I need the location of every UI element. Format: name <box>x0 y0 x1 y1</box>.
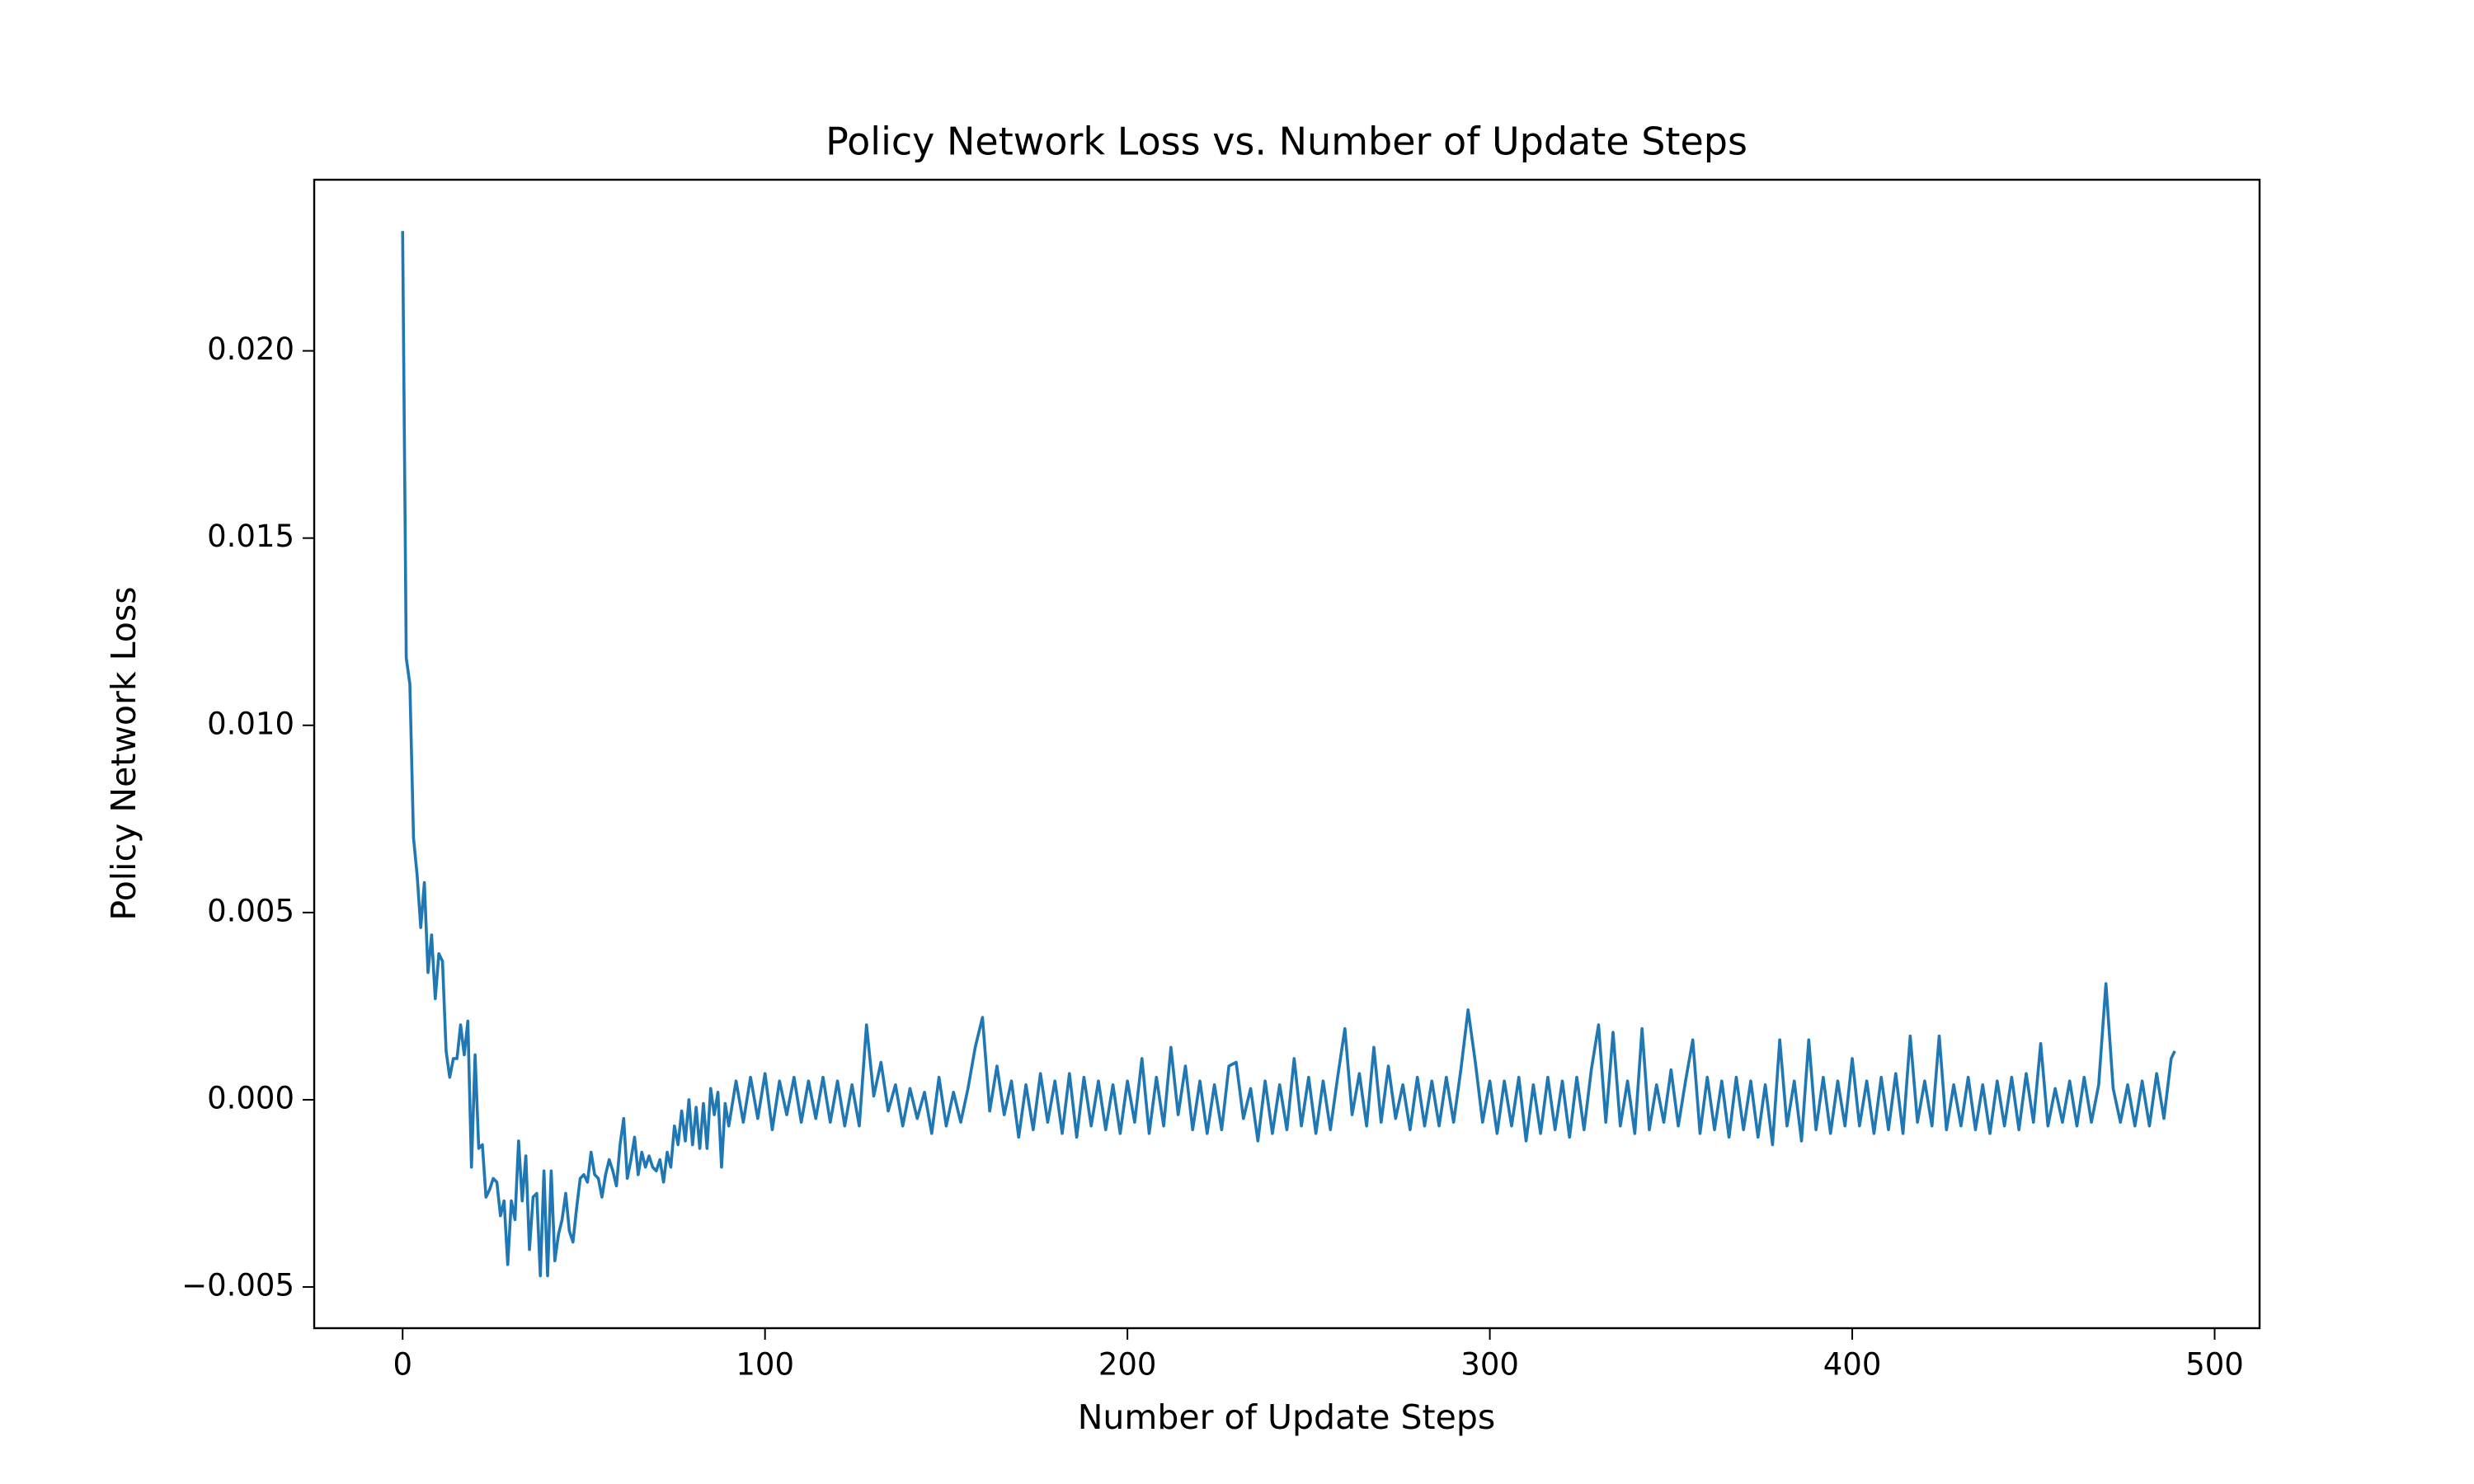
y-tick-label: 0.015 <box>207 519 294 554</box>
x-tick-label: 400 <box>1823 1347 1882 1383</box>
y-tick-label: 0.005 <box>207 893 294 928</box>
data-line <box>401 231 2176 1278</box>
y-tick-label: 0.010 <box>207 706 294 741</box>
y-tick-label: 0.000 <box>207 1080 294 1115</box>
y-tick-label: 0.020 <box>207 331 294 367</box>
x-tick-label: 200 <box>1098 1347 1157 1383</box>
x-axis-label: Number of Update Steps <box>1078 1397 1496 1437</box>
y-axis-label: Policy Network Loss <box>104 586 143 920</box>
axes-frame <box>313 178 2261 1330</box>
x-tick-label: 500 <box>2185 1347 2244 1383</box>
y-tick-label: −0.005 <box>181 1268 294 1303</box>
x-tick-label: 100 <box>736 1347 794 1383</box>
x-tick-label: 300 <box>1460 1347 1519 1383</box>
plot-area: 0 100 200 300 400 500 −0.005 0.000 0.005 0.010 0.0… <box>181 178 2261 1383</box>
chart-title: Policy Network Loss vs. Number of Update… <box>825 120 1747 164</box>
x-tick-label: 0 <box>393 1347 412 1383</box>
